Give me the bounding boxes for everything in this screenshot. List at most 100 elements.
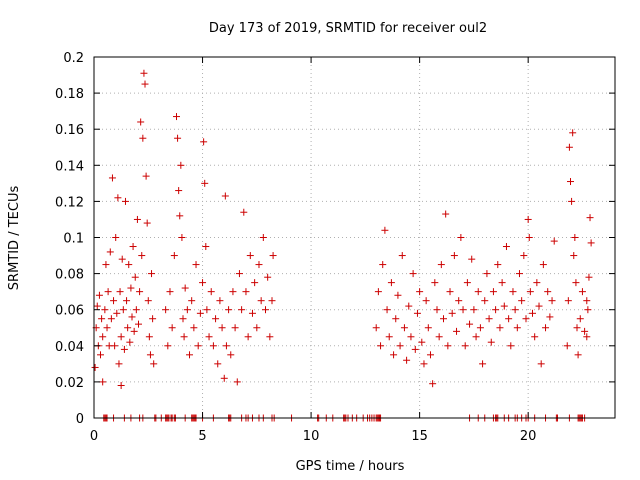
data-point [135,320,143,328]
data-point [472,333,480,341]
data-point [196,309,204,317]
data-point [246,252,254,260]
data-point [150,360,158,368]
data-point [550,237,558,245]
data-point [372,324,380,332]
data-point [131,273,139,281]
data-point [113,309,121,317]
data-point [431,279,439,287]
data-point [450,252,458,260]
y-tick-label: 0.12 [55,195,84,210]
y-tick-label: 0.06 [55,304,84,319]
data-point [137,118,145,126]
data-point [209,342,217,350]
data-point [453,327,461,335]
data-point [125,261,133,269]
data-point [581,327,589,335]
data-point [522,315,530,323]
data-point [429,380,437,388]
data-point [114,194,122,202]
x-axis-ticks: 0 5 10 15 20 [90,57,537,444]
data-point [437,261,445,269]
x-tick-label: 20 [520,429,537,444]
data-point [117,333,125,341]
data-point [379,261,387,269]
data-point [111,342,119,350]
data-point [492,306,500,314]
data-point [98,315,106,323]
data-point [576,315,584,323]
data-point [583,333,591,341]
data-point [587,239,595,247]
data-point [476,324,484,332]
data-point [383,306,391,314]
data-point [176,212,184,220]
data-point [463,279,471,287]
data-point [420,360,428,368]
data-point [128,313,136,321]
data-point [424,324,432,332]
data-point [212,315,220,323]
data-point [259,234,267,241]
data-point [244,333,252,341]
data-point [145,333,153,341]
data-point [483,270,491,278]
data-point [548,297,556,305]
y-tick-label: 0.18 [55,87,84,102]
x-tick-label: 5 [198,429,206,444]
data-point [183,306,191,314]
data-point [500,302,508,310]
y-tick-label: 0.1 [63,232,84,247]
data-point [255,261,263,269]
data-point [542,324,550,332]
y-tick-label: 0.08 [55,268,84,283]
data-point [457,234,465,241]
data-point [400,324,408,332]
data-point [143,219,151,227]
data-point [566,178,574,186]
data-point [264,273,272,281]
data-point [413,309,421,317]
data-point [120,345,128,353]
data-point [568,197,576,205]
y-axis-ticks: 0 0.02 0.04 0.06 0.08 0.1 0.12 0.14 0.16 0.18 0.2 [55,51,615,427]
data-point [127,284,135,292]
data-point [170,252,178,260]
data-point [132,306,140,314]
data-point [221,192,229,200]
data-point [101,306,109,314]
data-point [448,309,456,317]
data-point [106,248,114,256]
data-point [146,351,154,359]
data-point [502,243,510,251]
data-point [130,327,138,335]
data-point [177,161,185,169]
data-point [231,324,239,332]
data-point [202,243,210,251]
data-point [121,197,129,205]
y-tick-label: 0.02 [55,376,84,391]
data-point [103,324,111,332]
chart-title: Day 173 of 2019, SRMTID for receiver oul… [209,21,487,36]
data-point [164,342,172,350]
data-point [466,320,474,328]
data-point [374,288,382,296]
data-point [97,351,105,359]
data-point [494,261,502,269]
data-point [578,288,586,296]
data-point [93,302,101,310]
data-point [227,351,235,359]
data-point [509,288,517,296]
data-point [569,129,577,137]
data-point [572,279,580,287]
data-point [222,342,230,350]
data-point [396,342,404,350]
data-point [433,306,441,314]
y-tick-label: 0.04 [55,340,84,355]
data-point [174,134,182,142]
data-point [444,342,452,350]
data-point [390,351,398,359]
data-point [175,187,183,195]
data-point [574,351,582,359]
